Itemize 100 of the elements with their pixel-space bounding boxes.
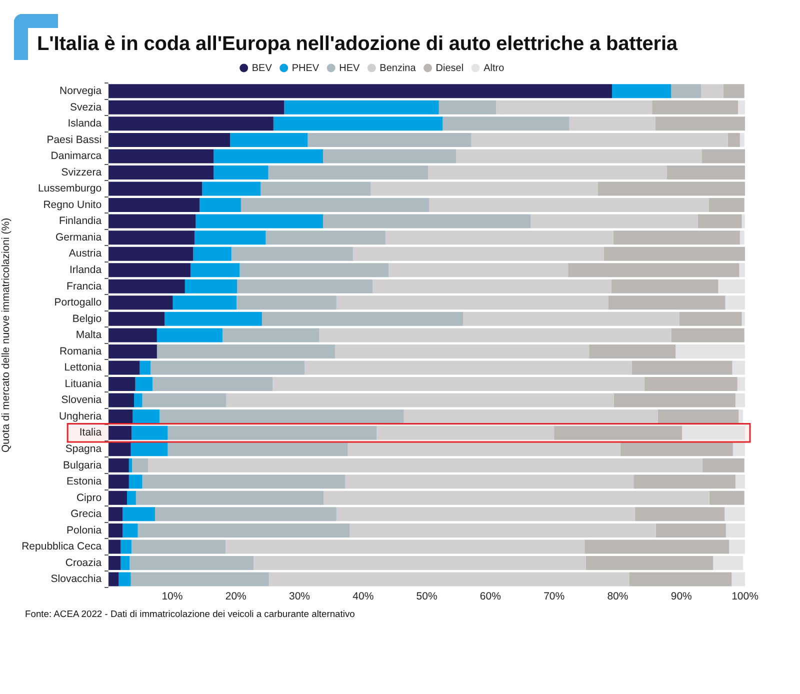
y-tick-label: Lussemburgo (38, 182, 102, 195)
bar (724, 507, 745, 522)
bar (698, 214, 742, 228)
bar (589, 344, 676, 358)
bar (108, 360, 140, 375)
y-tick-label: Cipro (76, 492, 102, 504)
bar (231, 246, 353, 261)
bar (156, 344, 336, 358)
y-tick-label: Croazia (65, 556, 102, 569)
bar (438, 100, 496, 114)
bar (676, 344, 745, 358)
bar (108, 214, 196, 228)
bar (702, 458, 744, 472)
y-tick-label: Italia (79, 426, 102, 439)
bar (709, 490, 744, 505)
bar (324, 490, 710, 505)
bar (108, 507, 123, 522)
y-tick-label: Regno Unito (43, 198, 102, 211)
bar (658, 410, 739, 424)
bar (108, 312, 165, 326)
bar (586, 556, 714, 570)
bar (742, 214, 745, 228)
y-tick-label: Romania (60, 345, 102, 358)
bar (108, 165, 214, 180)
bar (108, 458, 129, 472)
bar (634, 474, 736, 489)
bar (130, 442, 168, 456)
bar (122, 507, 156, 522)
bar (323, 214, 531, 228)
bar (156, 328, 222, 342)
bar (226, 540, 585, 554)
legend-label: Diesel (436, 62, 464, 74)
bar (740, 132, 744, 147)
bar (134, 393, 142, 408)
bar (442, 116, 570, 131)
bar (701, 84, 724, 98)
bar (530, 214, 698, 228)
bar (226, 393, 614, 408)
y-tick-label: Estonia (66, 476, 102, 488)
source-note: Fonte: ACEA 2022 - Dati di immatricolazione dei veicoli a carburante alternativo (25, 608, 355, 619)
bar (456, 149, 702, 164)
bar (323, 149, 456, 164)
legend-label: Benzina (380, 62, 416, 74)
x-tick-label: 90% (670, 590, 692, 603)
bar (142, 393, 226, 408)
bar (108, 393, 134, 408)
bar (128, 474, 142, 489)
y-tick-label: Grecia (70, 508, 102, 520)
bar (190, 263, 240, 278)
bar (132, 458, 148, 472)
bar (554, 426, 682, 440)
bar (108, 296, 173, 310)
bar (718, 279, 745, 294)
y-tick-label: Finlandia (58, 215, 102, 228)
bar (732, 442, 745, 456)
y-tick-label: Austria (68, 248, 102, 260)
bar (308, 132, 472, 147)
bar (120, 540, 132, 554)
bar (150, 360, 305, 375)
bar (118, 572, 131, 586)
legend-label: BEV (252, 62, 272, 74)
bar (130, 556, 254, 570)
bar (108, 344, 157, 358)
bar (164, 312, 262, 326)
bar (108, 84, 612, 98)
bar (128, 458, 132, 472)
bar (108, 377, 136, 392)
bar (266, 230, 386, 245)
bar (655, 116, 745, 131)
bar (737, 377, 745, 392)
bar (193, 246, 232, 261)
bar (108, 523, 123, 538)
x-tick-label: 30% (288, 590, 310, 603)
legend-label: Altro (484, 62, 505, 74)
bar (319, 328, 672, 342)
bar (656, 523, 726, 538)
bar (671, 84, 702, 98)
bar (108, 246, 194, 261)
bar (240, 263, 389, 278)
bar (604, 246, 745, 261)
x-tick-label: 40% (352, 590, 374, 603)
y-tick-label: Svezia (70, 101, 102, 114)
bar (629, 572, 732, 586)
bar (613, 230, 740, 245)
bar (155, 507, 336, 522)
bar (230, 132, 308, 147)
chart-title: L'Italia è in coda all'Europa nell'adozione di auto elettriche a batteria (37, 33, 678, 56)
y-tick-label: Lituania (64, 378, 102, 390)
bar (222, 328, 320, 342)
bar (108, 198, 200, 212)
bar (740, 230, 744, 245)
bar (284, 100, 439, 114)
bar (496, 100, 652, 114)
bar (612, 84, 672, 98)
bar (131, 540, 226, 554)
bar (135, 377, 152, 392)
bar (336, 507, 635, 522)
bar (713, 556, 744, 570)
bar (666, 165, 745, 180)
bar (608, 296, 726, 310)
